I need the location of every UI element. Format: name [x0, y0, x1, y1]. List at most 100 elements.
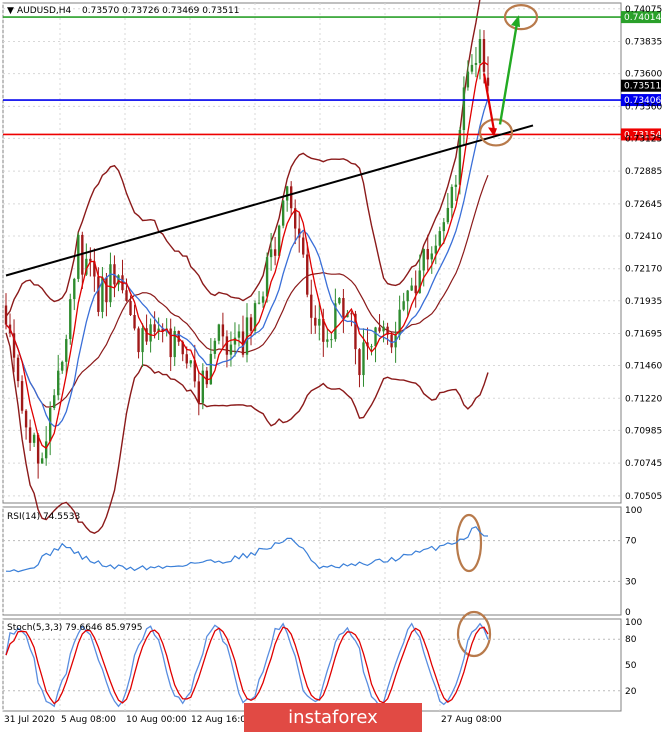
- candle-body: [177, 331, 180, 342]
- price-tick-label: 0.72645: [625, 200, 662, 210]
- candle-body: [418, 270, 421, 294]
- candle-body: [362, 342, 365, 376]
- candle-body: [69, 299, 72, 340]
- level-badge: [621, 128, 661, 141]
- stoch-tick-label: 80: [625, 635, 637, 645]
- target-arrow-line: [498, 22, 519, 125]
- candle-body: [117, 275, 120, 285]
- candle-body: [133, 315, 136, 329]
- candle-body: [161, 328, 164, 332]
- candle-body: [101, 277, 104, 312]
- axis-layer: 0.74075 0.73835 0.73600 0.73360 0.73125 0.728…: [4, 5, 662, 725]
- chart-symbol: AUDUSD,H4: [17, 6, 72, 16]
- candle-body: [450, 186, 454, 208]
- candle-body: [430, 253, 433, 260]
- target-arrow-head: [511, 15, 520, 28]
- price-tag: [621, 79, 661, 92]
- price-tick-label: 0.70505: [625, 492, 662, 502]
- candle-body: [446, 207, 450, 223]
- candle-body: [141, 328, 144, 353]
- candle-body: [173, 331, 176, 358]
- rsi-line: [5, 526, 489, 573]
- rsi-tick-label: 30: [625, 577, 637, 587]
- candle-body: [458, 129, 462, 185]
- candle-body: [169, 328, 172, 358]
- time-tick-label: 12 Aug 16:00: [191, 715, 252, 725]
- candle-body: [201, 370, 205, 403]
- candle-body: [40, 458, 44, 464]
- price-tick-label: 0.70745: [625, 459, 662, 469]
- time-tick-label: 5 Aug 08:00: [61, 715, 116, 725]
- candle-body: [129, 300, 132, 316]
- candle-body: [334, 303, 337, 340]
- level-badge: [621, 11, 661, 24]
- grid-layer: [2, 3, 621, 711]
- candle-body: [149, 324, 152, 342]
- candle-body: [289, 186, 293, 209]
- candle-body: [153, 324, 156, 332]
- price-tick-label: 0.73835: [625, 38, 662, 48]
- candle-body: [265, 257, 269, 297]
- level-badge-label: 0.73154: [624, 130, 661, 140]
- time-tick-label: 31 Jul 2020: [4, 715, 55, 725]
- candle-body: [77, 234, 80, 279]
- time-tick-label: 10 Aug 00:00: [126, 715, 187, 725]
- stoch-tick-label: 100: [625, 618, 642, 628]
- candle-body: [57, 370, 60, 396]
- candle-body: [370, 346, 373, 348]
- candle-body: [193, 360, 196, 382]
- candle-body: [189, 360, 192, 364]
- candle-body: [36, 434, 40, 464]
- candle-body: [53, 395, 56, 408]
- price-tick-label: 0.72885: [625, 167, 662, 177]
- price-tick-label: 0.72410: [625, 232, 662, 242]
- price-tag-label: 0.73511: [624, 82, 661, 92]
- candle-body: [197, 381, 200, 403]
- candle-body: [314, 317, 317, 326]
- candle-body: [48, 407, 52, 442]
- candle-body: [225, 336, 229, 355]
- candle-body: [249, 317, 253, 331]
- candle-body: [474, 63, 478, 65]
- candle-body: [382, 326, 385, 332]
- candle-body: [482, 39, 486, 72]
- candle-body: [205, 370, 209, 385]
- price-tick-label: 0.73360: [625, 102, 662, 112]
- ma-fast: [5, 61, 489, 450]
- candle-body: [105, 277, 108, 303]
- candle-body: [24, 410, 28, 428]
- candle-body: [342, 298, 345, 318]
- candle-body: [462, 87, 466, 130]
- candle-body: [221, 324, 225, 337]
- candle-body: [145, 328, 148, 342]
- candle-body: [233, 337, 237, 345]
- candle-body: [28, 427, 32, 443]
- level-badge-label: 0.74014: [624, 13, 661, 23]
- bb-upper: [5, 0, 481, 317]
- candle-body: [358, 349, 361, 376]
- price-tick-label: 0.74075: [625, 5, 662, 15]
- candle-body: [237, 331, 241, 338]
- level-badge: [621, 94, 661, 107]
- stoch-circle: [456, 610, 492, 658]
- candle-body: [386, 326, 389, 335]
- candle-body: [245, 317, 249, 355]
- candle-body: [16, 357, 20, 382]
- candle-body: [306, 254, 309, 295]
- chart-symbol-icon: ▼: [7, 6, 14, 16]
- rsi-title: RSI(14) 74.5533: [7, 512, 80, 522]
- candle-body: [298, 228, 301, 238]
- candle-layer: [4, 29, 490, 479]
- rsi-circle: [455, 513, 483, 573]
- trend-line: [5, 124, 534, 277]
- candle-body: [422, 249, 425, 271]
- candle-body: [181, 341, 184, 355]
- candle-body: [470, 64, 474, 72]
- candle-body: [44, 441, 48, 459]
- price-panel: [2, 2, 622, 504]
- candle-body: [346, 313, 349, 318]
- price-tick-label: 0.71220: [625, 394, 662, 404]
- candle-body: [378, 327, 381, 332]
- annotations: [5, 3, 539, 658]
